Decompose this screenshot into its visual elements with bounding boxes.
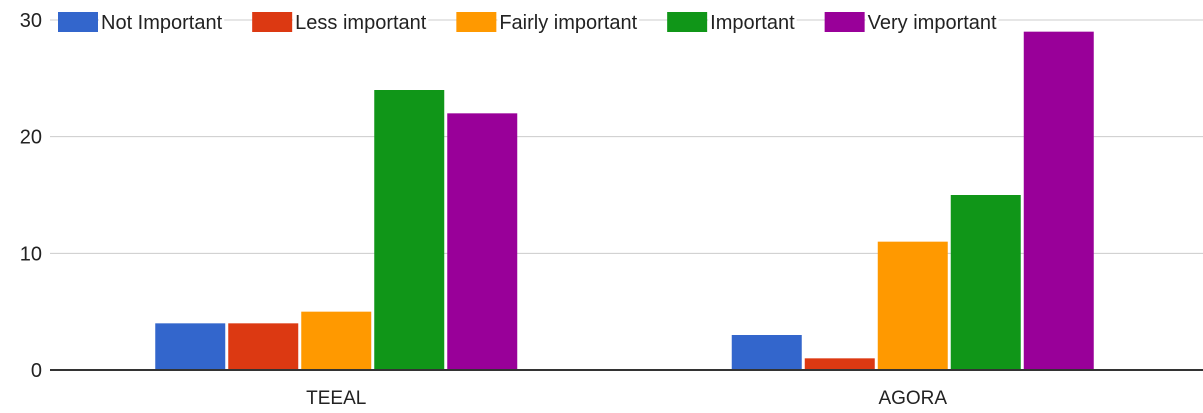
legend-item: Very important bbox=[824, 12, 999, 34]
x-axis-labels: TEEAL AGORA bbox=[306, 388, 947, 409]
y-tick-label: 20 bbox=[20, 127, 42, 149]
legend-item: Fairly important bbox=[456, 12, 640, 34]
legend-item: Less important bbox=[252, 12, 429, 34]
bar-less-important-agora bbox=[804, 358, 875, 370]
bar-fairly-important-agora bbox=[877, 241, 948, 370]
x-tick-label: TEEAL bbox=[306, 388, 366, 408]
legend-swatch bbox=[456, 12, 497, 32]
bars bbox=[155, 31, 1094, 371]
legend-label: Very important bbox=[868, 12, 997, 34]
legend-item: Not Important bbox=[58, 12, 225, 34]
y-tick-label: 0 bbox=[31, 360, 42, 382]
legend-swatch bbox=[58, 12, 98, 32]
legend-swatch bbox=[824, 12, 865, 32]
bar-important-teeal bbox=[374, 90, 445, 370]
bar-important-agora bbox=[950, 195, 1021, 370]
legend-swatch bbox=[252, 12, 293, 32]
y-tick-label: 10 bbox=[20, 243, 42, 265]
bar-very-important-agora bbox=[1023, 31, 1094, 371]
bar-not-important-teeal bbox=[155, 323, 226, 370]
legend-label: Fairly important bbox=[499, 12, 637, 34]
legend: Not Important Less important Fairly import… bbox=[58, 12, 999, 34]
legend-label: Not Important bbox=[101, 12, 223, 34]
bar-not-important-agora bbox=[731, 335, 802, 370]
y-axis-ticks: 0 10 20 30 bbox=[20, 10, 42, 382]
x-tick-label: AGORA bbox=[878, 388, 947, 408]
legend-label: Important bbox=[710, 12, 795, 34]
legend-label: Less important bbox=[295, 12, 427, 34]
legend-item: Important bbox=[667, 12, 797, 34]
y-tick-label: 30 bbox=[20, 10, 42, 32]
bar-less-important-teeal bbox=[228, 323, 299, 370]
bar-fairly-important-teeal bbox=[301, 311, 372, 370]
bar-very-important-teeal bbox=[447, 113, 518, 370]
legend-swatch bbox=[667, 12, 708, 32]
